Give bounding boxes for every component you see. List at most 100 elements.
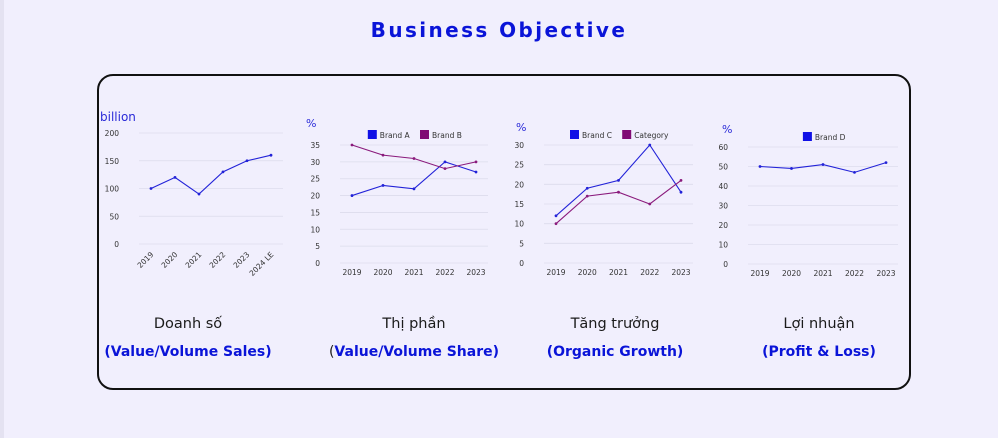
- profit-subtitle: (Profit & Loss): [709, 344, 929, 360]
- share-caption: Thị phần: [382, 316, 446, 332]
- data-point: [269, 153, 273, 157]
- legend-swatch: [622, 130, 632, 139]
- y-tick-label: 10: [718, 241, 728, 250]
- data-point: [648, 143, 652, 147]
- y-tick-label: 40: [718, 182, 728, 191]
- unit-label: %: [722, 123, 732, 136]
- y-tick-label: 50: [718, 163, 728, 172]
- objectives-panel: [97, 74, 911, 390]
- data-point: [381, 153, 385, 157]
- profit-subtitle-text: (Profit & Loss): [762, 344, 876, 360]
- x-tick-label: 2023: [232, 250, 252, 270]
- y-tick-label: 20: [514, 180, 524, 189]
- x-tick-label: 2022: [208, 250, 228, 270]
- y-tick-label: 60: [718, 143, 728, 152]
- y-tick-label: 0: [519, 259, 524, 268]
- data-point: [679, 179, 683, 182]
- data-point: [585, 186, 589, 190]
- y-tick-label: 0: [723, 260, 728, 269]
- y-tick-label: 15: [514, 200, 524, 209]
- growth-caption: Tăng trưởng: [570, 316, 660, 332]
- legend-label: Brand A: [380, 131, 411, 140]
- y-tick-label: 10: [514, 220, 524, 229]
- y-tick-label: 30: [310, 158, 320, 167]
- profit-line-chart: % 0 10 20 30 40 50 60 2019 2020 2021 2022 2023 Brand …: [718, 123, 898, 278]
- x-tick-label: 2021: [404, 268, 423, 277]
- share-subtitle: (Value/Volume Share): [304, 344, 524, 360]
- y-tick-label: 30: [514, 141, 524, 150]
- y-tick-label: 20: [718, 221, 728, 230]
- series-line: [555, 179, 682, 225]
- sales-subtitle-text: (Value/Volume Sales): [104, 344, 272, 360]
- y-tick-label: 20: [310, 192, 320, 201]
- y-tick-label: 50: [109, 212, 119, 221]
- x-tick-label: 2020: [373, 268, 392, 277]
- data-point: [149, 187, 153, 190]
- legend-label: Brand B: [432, 131, 462, 140]
- legend-label: Brand C: [582, 131, 612, 140]
- data-point: [474, 170, 478, 174]
- x-tick-label: 2022: [435, 268, 454, 277]
- x-tick-label: 2021: [609, 268, 628, 277]
- x-tick-label: 2022: [640, 268, 659, 277]
- y-tick-label: 100: [105, 185, 120, 194]
- unit-label: %: [516, 121, 526, 134]
- y-tick-label: 200: [105, 129, 120, 138]
- y-tick-label: 35: [310, 141, 320, 150]
- data-point: [884, 161, 888, 164]
- data-point: [554, 214, 558, 218]
- y-tick-label: 0: [315, 259, 320, 268]
- x-tick-label: 2023: [671, 268, 690, 277]
- data-point: [617, 190, 620, 194]
- y-tick-label: 150: [105, 157, 120, 166]
- data-point: [197, 192, 201, 196]
- share-subtitle-text: Value/Volume Share): [334, 344, 500, 360]
- share-line-chart: % 0 5 10 15 20 25 30 35 2019 2020 2021 2022 2023 Brand…: [306, 117, 488, 277]
- data-point: [443, 160, 447, 164]
- x-tick-label: 2020: [578, 268, 597, 277]
- data-point: [412, 157, 416, 160]
- legend-swatch: [570, 130, 579, 139]
- unit-label: billion: [100, 110, 136, 124]
- legend-label: Category: [634, 131, 669, 140]
- y-tick-label: 10: [310, 225, 320, 234]
- growth-subtitle-text: (Organic Growth): [546, 344, 684, 360]
- data-point: [585, 194, 589, 198]
- data-point: [381, 184, 385, 187]
- x-tick-label: 2019: [546, 268, 565, 277]
- profit-caption: Lợi nhuận: [783, 316, 855, 332]
- share-subtitle-prefix: (: [328, 344, 335, 360]
- x-tick-label: 2022: [845, 269, 864, 278]
- y-tick-label: 15: [310, 208, 320, 217]
- sales-line-chart: billion 0 50 100 150 200 2019 2020 2021 2022 20232…: [100, 110, 283, 278]
- data-point: [821, 163, 825, 166]
- data-point: [443, 167, 447, 170]
- x-tick-label: 2023: [466, 268, 485, 277]
- x-tick-label: 2023: [876, 269, 895, 278]
- legend-label: Brand D: [815, 133, 846, 142]
- x-tick-label: 2020: [160, 250, 180, 270]
- growth-line-chart: % 0 5 10 15 20 25 30 2019 2020 2021 2022 2023 Brand C…: [514, 121, 693, 277]
- data-point: [679, 190, 683, 194]
- x-tick-label: 2019: [750, 269, 769, 278]
- data-point: [790, 167, 793, 170]
- data-point: [412, 187, 416, 191]
- x-tick-label: 2019: [136, 250, 156, 270]
- data-point: [350, 143, 354, 147]
- data-point: [350, 194, 354, 197]
- x-tick-label: 2021: [184, 250, 204, 270]
- legend-swatch: [367, 130, 377, 139]
- y-tick-label: 5: [519, 239, 524, 248]
- series-line: [351, 144, 477, 170]
- series-line: [150, 154, 272, 195]
- unit-label: %: [306, 117, 316, 130]
- y-tick-label: 25: [514, 161, 524, 170]
- legend-swatch: [420, 130, 429, 139]
- legend-swatch: [802, 132, 812, 141]
- left-edge-strip: [0, 0, 4, 438]
- data-point: [245, 159, 249, 163]
- data-point: [648, 202, 652, 206]
- data-point: [758, 165, 762, 168]
- data-point: [554, 222, 558, 226]
- y-tick-label: 5: [315, 242, 320, 251]
